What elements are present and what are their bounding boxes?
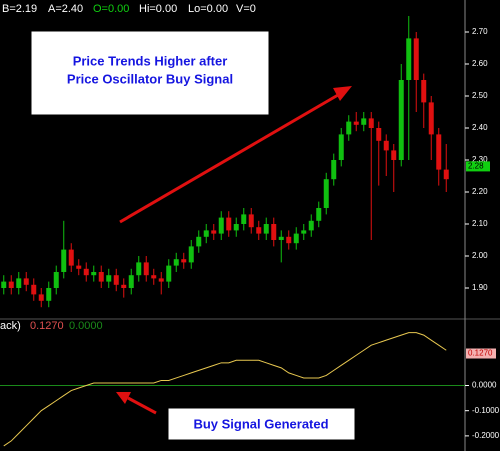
y-tick-label: 1.90	[472, 283, 488, 292]
y-tick-label: 2.60	[472, 59, 488, 68]
candle-body	[46, 288, 52, 301]
annotation: Buy Signal Generated	[193, 416, 328, 431]
y-tick-label: 2.30	[472, 155, 488, 164]
candle-body	[158, 278, 164, 282]
candle-body	[391, 150, 397, 160]
candle-body	[128, 275, 134, 288]
y-tick-label: 0.0000	[472, 381, 497, 390]
last-price-label: 2.28	[468, 162, 484, 171]
arrow	[127, 396, 157, 415]
y-tick-label: 2.70	[472, 27, 488, 36]
candle-body	[121, 284, 127, 288]
candle-body	[376, 128, 382, 141]
candle-body	[293, 233, 299, 244]
header: B=2.19 A=2.40 O=0.00 Hi=0.00 Lo=0.00 V=0	[2, 3, 256, 15]
candle-body	[1, 281, 7, 288]
candle-body	[301, 230, 307, 234]
candle-body	[233, 224, 239, 231]
candle-body	[181, 259, 187, 263]
candle-body	[196, 236, 202, 247]
line-series	[3, 332, 447, 447]
header-item: B=2.19	[2, 3, 37, 15]
candle-body	[16, 278, 22, 288]
y-tick-label: 2.50	[472, 91, 488, 100]
candle-body	[113, 275, 119, 285]
candle-body	[383, 140, 389, 151]
legend-name: ack)	[0, 320, 21, 332]
candle-body	[256, 227, 262, 234]
header-item: Lo=0.00	[188, 3, 228, 15]
candle-body	[53, 272, 59, 288]
annotation: Price Oscillator Buy Signal	[67, 71, 233, 86]
candle-body	[106, 275, 112, 282]
candle-body	[353, 121, 359, 125]
candle-body	[151, 275, 157, 279]
y-tick-label: 2.40	[472, 123, 488, 132]
y-tick-label: 2.20	[472, 187, 488, 196]
candle-body	[398, 80, 404, 160]
candle-body	[143, 262, 149, 276]
candle-body	[218, 217, 224, 234]
candle-body	[428, 102, 434, 135]
candle-body	[98, 272, 104, 282]
candle-body	[248, 214, 254, 228]
legend-value: 0.1270	[30, 320, 64, 332]
candle-body	[443, 169, 449, 180]
candle-body	[226, 217, 232, 231]
arrow-head	[116, 392, 131, 404]
last-value-box	[466, 348, 496, 359]
candle-body	[323, 179, 329, 208]
candle-body	[203, 230, 209, 237]
candle-body	[421, 80, 427, 103]
header-item: O=0.00	[93, 3, 129, 15]
candle-body	[271, 224, 277, 240]
annotation: Price Trends Higher after	[73, 53, 228, 68]
header-item: V=0	[236, 3, 256, 15]
header-item: Hi=0.00	[139, 3, 177, 15]
last-price-box	[466, 161, 490, 172]
candle-body	[8, 281, 14, 288]
candle-body	[91, 272, 97, 276]
arrow	[119, 93, 339, 224]
legend-value: 0.0000	[69, 320, 103, 332]
candle-body	[241, 214, 247, 224]
annotation-box	[30, 30, 270, 116]
y-tick-label: -0.2000	[472, 431, 500, 440]
candle-body	[286, 236, 292, 244]
candle-body	[338, 134, 344, 160]
candle-body	[173, 259, 179, 266]
candle-body	[166, 265, 172, 282]
candle-body	[23, 278, 29, 285]
candle-body	[136, 262, 142, 276]
candle-body	[368, 118, 374, 128]
candle-body	[413, 38, 419, 80]
y-tick-label: 2.10	[472, 219, 488, 228]
candle-body	[263, 224, 269, 234]
candle-body	[278, 236, 284, 240]
candle-body	[436, 134, 442, 170]
candle-body	[68, 249, 74, 266]
candle-body	[406, 38, 412, 80]
candle-body	[308, 220, 314, 231]
candle-body	[361, 118, 367, 125]
annotation-box	[167, 407, 356, 441]
candle-body	[211, 230, 217, 234]
candle-body	[188, 246, 194, 263]
candle-body	[331, 160, 337, 180]
candle-body	[38, 294, 44, 301]
header-item: A=2.40	[48, 3, 83, 15]
arrow-head	[333, 86, 352, 101]
candle-body	[61, 249, 67, 272]
y-tick-label: -0.1000	[472, 406, 500, 415]
candle-body	[316, 208, 322, 221]
candle-body	[76, 265, 82, 269]
candle-body	[83, 268, 89, 276]
y-tick-label: 2.00	[472, 251, 488, 260]
last-value-label: 0.1270	[468, 349, 493, 358]
candle-body	[346, 121, 352, 135]
candle-body	[31, 284, 37, 295]
